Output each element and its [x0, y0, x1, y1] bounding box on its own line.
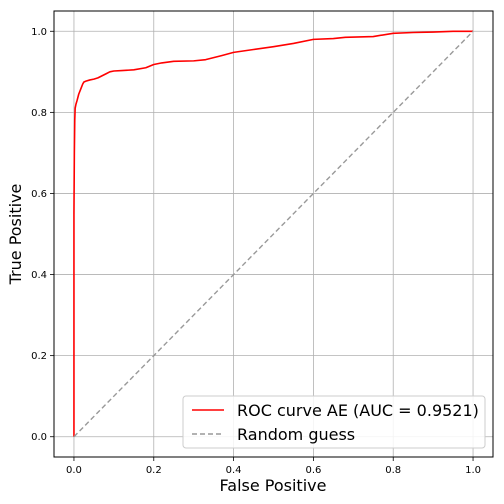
legend: ROC curve AE (AUC = 0.9521) Random guess: [182, 395, 486, 449]
random-guess-line: [73, 30, 474, 438]
x-tick-label: 0.0: [66, 465, 82, 476]
y-axis-label: True Positive: [6, 184, 25, 286]
y-tick-label: 0.4: [31, 270, 47, 281]
x-tick-label: 1.0: [465, 465, 481, 476]
x-axis-label: False Positive: [220, 476, 327, 495]
x-tick-label: 0.6: [305, 465, 321, 476]
grid: [54, 11, 493, 457]
y-tick-label: 0.8: [31, 108, 47, 119]
ticks: 0.0 0.2 0.4 0.6 0.8 1.0 0.0 0.2 0.4 0.6 0.8 1.0: [31, 27, 481, 476]
x-tick-label: 0.8: [385, 465, 401, 476]
y-tick-label: 1.0: [31, 27, 47, 38]
legend-label-roc: ROC curve AE (AUC = 0.9521): [237, 401, 479, 420]
legend-box: [182, 395, 486, 449]
plot-frame: [53, 10, 494, 458]
y-tick-label: 0.6: [31, 189, 47, 200]
y-tick-label: 0.0: [31, 432, 47, 443]
series-layer: [73, 30, 474, 438]
y-tick-label: 0.2: [31, 351, 47, 362]
x-tick-label: 0.2: [146, 465, 162, 476]
roc-curve-line: [73, 30, 474, 437]
legend-label-random: Random guess: [237, 425, 355, 444]
x-tick-label: 0.4: [226, 465, 242, 476]
